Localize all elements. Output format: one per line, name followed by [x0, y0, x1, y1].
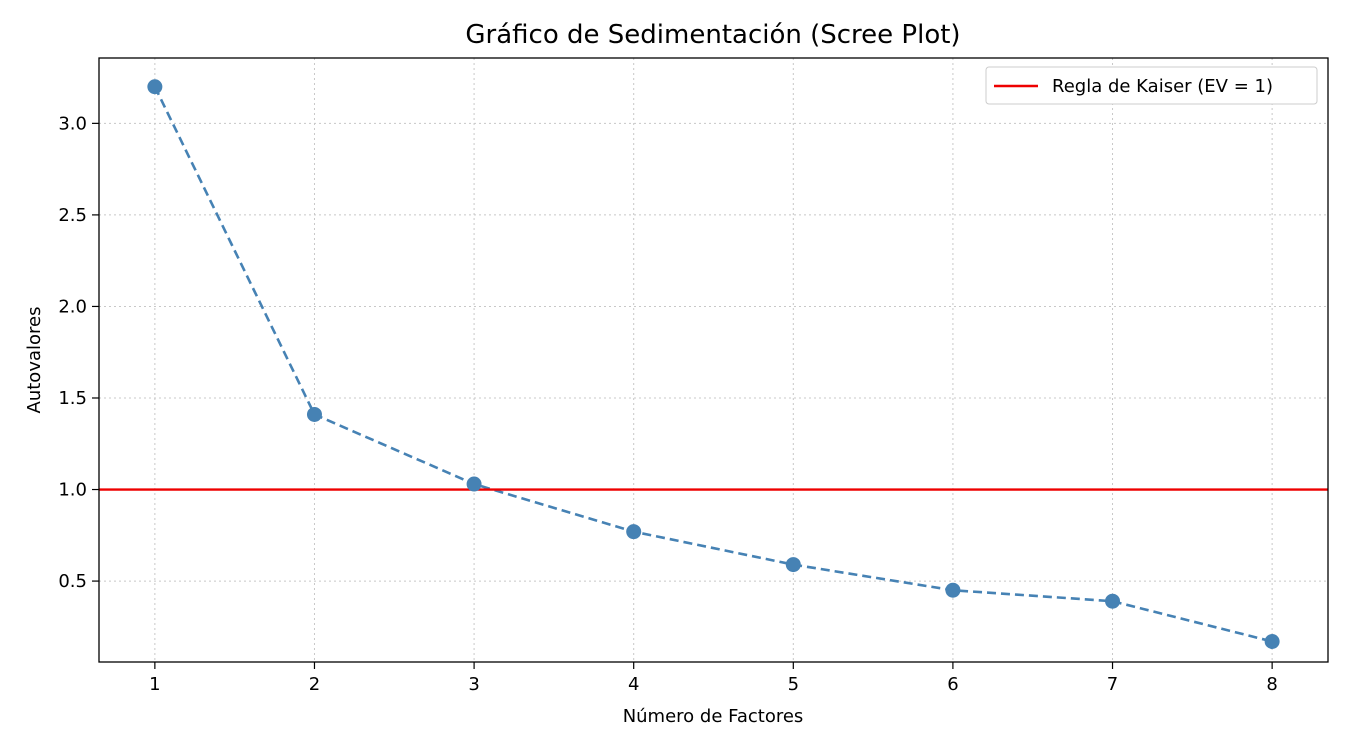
- x-tick-label: 8: [1266, 674, 1277, 695]
- plot-area: [99, 79, 1328, 649]
- legend-box: [985, 66, 1318, 105]
- x-tick-label: 3: [468, 674, 479, 695]
- y-axis-label: Autovalores: [24, 307, 45, 414]
- x-tick-label: 4: [628, 674, 639, 695]
- eigenvalue-point: [147, 79, 163, 95]
- eigenvalue-point: [785, 557, 801, 573]
- x-axis: 1 2 3 4 5 6 7 8: [149, 662, 1278, 695]
- eigenvalue-point: [1264, 633, 1280, 649]
- y-tick-label: 2.5: [58, 205, 87, 226]
- y-axis: 0.5 1.0 1.5 2.0 2.5 3.0: [58, 113, 99, 592]
- eigenvalue-series-line: [153, 86, 1273, 643]
- eigenvalue-point: [1105, 593, 1121, 609]
- y-tick-label: 1.0: [58, 480, 87, 501]
- x-tick-label: 5: [788, 674, 799, 695]
- grid: [99, 58, 1328, 662]
- x-tick-label: 2: [309, 674, 320, 695]
- eigenvalue-point: [306, 406, 322, 422]
- x-tick-label: 1: [149, 674, 160, 695]
- legend: Regla de Kaiser (EV = 1): [985, 66, 1318, 105]
- x-tick-label: 6: [947, 674, 958, 695]
- y-tick-label: 2.0: [58, 296, 87, 317]
- y-tick-label: 3.0: [58, 113, 87, 134]
- y-tick-label: 0.5: [58, 571, 87, 592]
- eigenvalue-point: [626, 524, 642, 540]
- eigenvalue-point: [466, 476, 482, 492]
- x-axis-label: Número de Factores: [623, 706, 804, 727]
- y-tick-label: 1.5: [58, 388, 87, 409]
- x-tick-label: 7: [1107, 674, 1118, 695]
- chart-title: Gráfico de Sedimentación (Scree Plot): [465, 20, 960, 50]
- legend-kaiser-label: Regla de Kaiser (EV = 1): [1052, 76, 1273, 97]
- eigenvalue-point: [945, 582, 961, 598]
- plot-frame: [98, 57, 1329, 663]
